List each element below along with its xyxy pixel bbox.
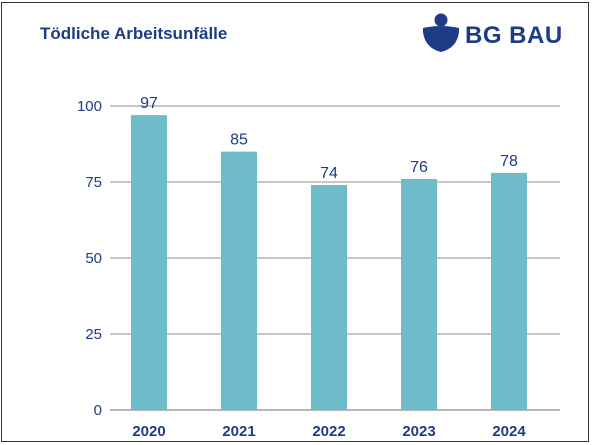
data-labels: 97 85 74 76 78 [140, 95, 518, 182]
chart-title: Tödliche Arbeitsunfälle [40, 24, 228, 43]
bg-bau-logo: BG BAU [421, 12, 563, 58]
y-tick-label: 0 [94, 402, 102, 419]
x-axis-ticks: 2020 2021 2022 2023 2024 [132, 423, 526, 440]
bar-2024 [491, 172, 527, 410]
x-tick-label-2024: 2024 [492, 423, 526, 440]
data-label-2021: 85 [230, 132, 248, 149]
y-tick-label: 50 [85, 250, 102, 267]
data-label-2023: 76 [410, 159, 428, 176]
bar-2021 [221, 151, 257, 410]
bg-bau-emblem-icon [423, 13, 459, 52]
x-tick-label-2021: 2021 [222, 423, 255, 440]
data-label-2024: 78 [500, 153, 518, 170]
x-tick-label-2023: 2023 [402, 423, 435, 440]
y-tick-label: 25 [85, 326, 102, 343]
logo-text: BG BAU [465, 22, 563, 49]
y-tick-label: 100 [77, 98, 102, 115]
bars [131, 115, 527, 411]
bar-2020 [131, 115, 167, 411]
data-label-2020: 97 [140, 95, 158, 112]
data-label-2022: 74 [320, 165, 338, 182]
y-tick-label: 75 [85, 174, 102, 191]
x-tick-label-2022: 2022 [312, 423, 345, 440]
bar-2023 [401, 178, 437, 410]
x-tick-label-2020: 2020 [132, 423, 165, 440]
bar-2022 [311, 185, 347, 410]
y-axis-ticks: 0 25 50 75 100 [77, 98, 102, 419]
